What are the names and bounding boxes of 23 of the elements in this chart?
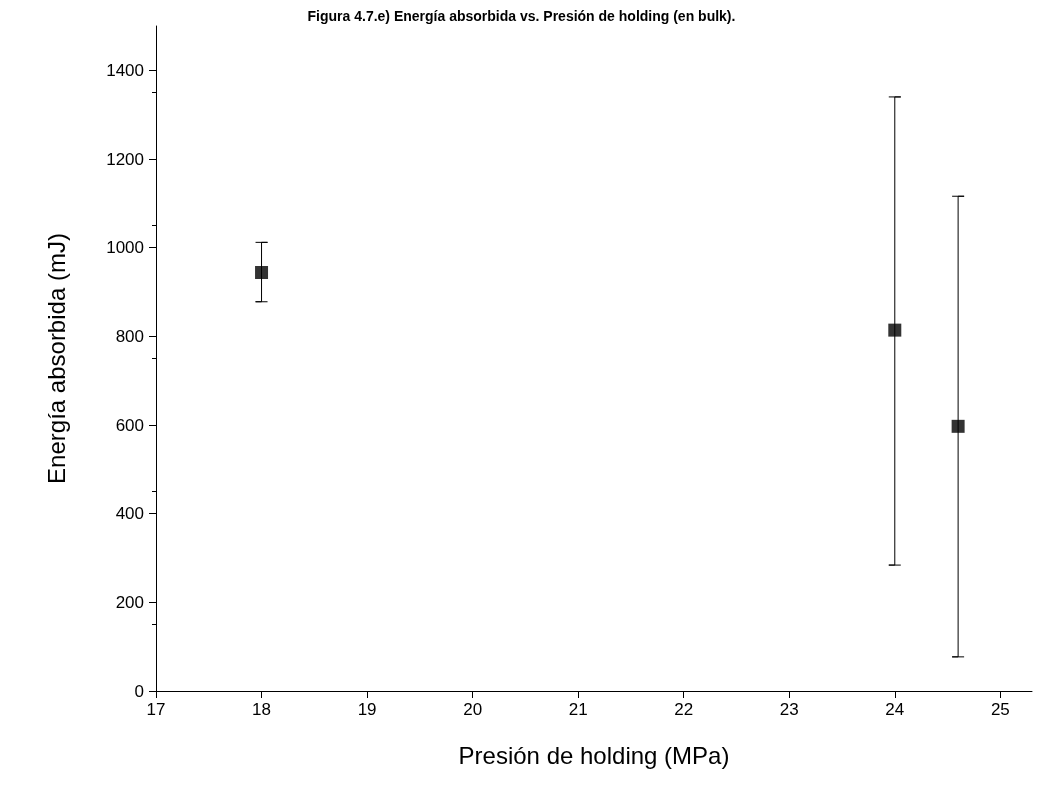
x-tick-label: 21 [568,700,588,719]
x-tick-label: 23 [779,700,799,719]
chart-title: Figura 4.7.e) Energía absorbida vs. Presión de holding (en bulk). [307,8,736,24]
x-tick-label: 22 [674,700,694,719]
point [888,323,902,337]
x-tick-label: 24 [885,700,905,719]
point [255,265,269,279]
x-axis-title: Presión de holding (MPa) [458,741,730,769]
y-tick-label: 1200 [106,149,144,169]
y-tick-label: 400 [115,504,144,524]
x-tick-label: 18 [252,700,271,719]
x-tick-label: 20 [463,700,483,719]
x-tick-label: 25 [990,700,1010,719]
x-tick-label: 19 [357,700,377,719]
y-tick-label: 1000 [106,238,144,258]
y-tick-label: 600 [115,415,144,435]
x-tick-label: 17 [146,700,166,719]
y-tick-label: 0 [134,681,144,701]
point [951,419,965,433]
y-axis-title: Energía absorbida (mJ) [42,233,70,484]
y-tick-label: 200 [115,592,144,612]
y-tick-label: 800 [115,326,144,346]
y-tick-label: 1400 [106,60,144,80]
